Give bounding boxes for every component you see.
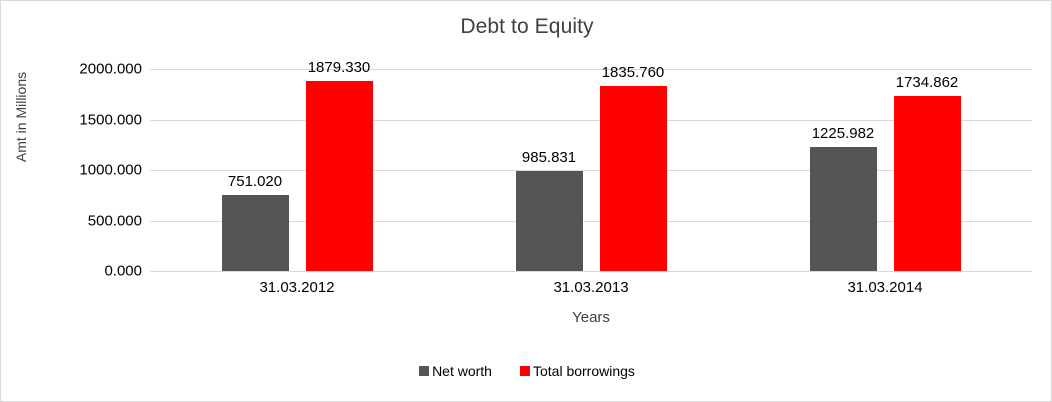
bar-total-borrowings[interactable] <box>893 95 961 271</box>
bar-value-label: 1879.330 <box>307 59 371 77</box>
bar-total-borrowings[interactable] <box>599 85 667 271</box>
legend-swatch-icon <box>519 366 530 376</box>
x-axis-category-labels: 31.03.2012 31.03.2013 31.03.2014 <box>150 279 1032 303</box>
bar-net-worth[interactable] <box>515 171 583 271</box>
x-axis-category-label: 31.03.2013 <box>553 279 629 296</box>
y-axis-tick-label: 1500.000 <box>79 111 142 128</box>
bar-total-borrowings[interactable] <box>305 81 373 271</box>
x-axis-title: Years <box>572 309 610 326</box>
legend-swatch-icon <box>419 366 430 376</box>
x-axis-category-label: 31.03.2014 <box>847 279 923 296</box>
legend-item-label: Total borrowings <box>532 363 635 379</box>
legend-item[interactable]: Net worth <box>419 363 492 379</box>
y-axis-tick-label: 1000.000 <box>79 161 142 179</box>
chart-title: Debt to Equity <box>460 15 594 38</box>
bar-net-worth[interactable] <box>809 147 877 271</box>
legend-item-label: Net worth <box>432 363 492 379</box>
plot-area: 751.020 1879.330 985.831 1835.760 1225.982 17… <box>150 59 1032 272</box>
y-axis-tick-labels: 0.000 500.000 1000.000 1500.000 2000.000 <box>1 61 142 280</box>
gridline <box>150 119 1032 121</box>
bar-value-label: 1835.760 <box>601 63 665 81</box>
bar-value-label: 751.020 <box>227 173 283 191</box>
gridline <box>150 271 1032 272</box>
y-axis-tick-label: 500.000 <box>87 212 142 229</box>
gridline <box>150 69 1032 70</box>
x-axis-category-label: 31.03.2012 <box>259 279 335 296</box>
legend-item[interactable]: Total borrowings <box>519 363 635 379</box>
y-axis-tick-label: 0.000 <box>104 262 142 280</box>
bar-value-label: 1225.982 <box>811 125 875 143</box>
bar-value-label: 985.831 <box>521 149 577 167</box>
gridline <box>150 220 1032 222</box>
y-axis-tick-label: 2000.000 <box>79 60 142 78</box>
bar-value-label: 1734.862 <box>895 73 959 91</box>
gridline <box>150 170 1032 171</box>
chart-legend: Net worth Total borrowings <box>1 363 1051 379</box>
bar-net-worth[interactable] <box>221 195 289 271</box>
